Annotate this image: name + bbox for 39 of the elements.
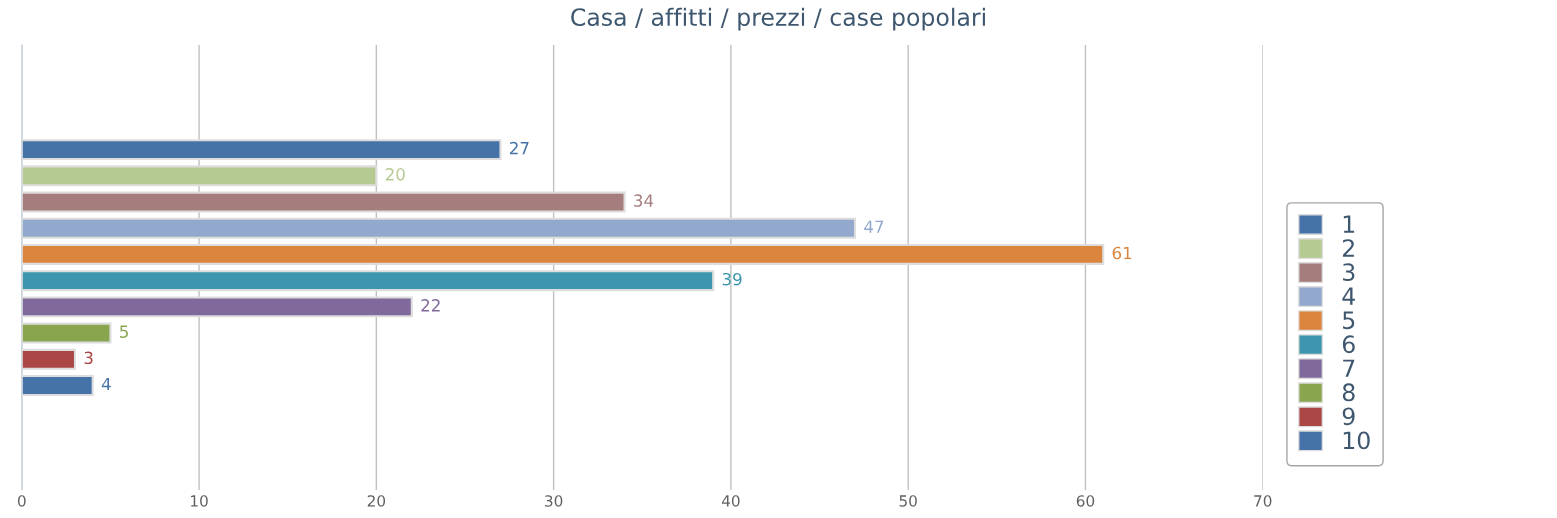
bar (21, 217, 857, 239)
legend-label: 3 (1343, 263, 1355, 282)
data-label: 3 (84, 351, 93, 365)
data-label: 22 (421, 299, 440, 312)
x-tick-label: 30 (545, 495, 563, 507)
data-label: 34 (634, 194, 654, 207)
bar (21, 296, 413, 318)
x-tick-label: 0 (17, 495, 26, 507)
legend-label: 2 (1342, 239, 1354, 257)
data-label: 5 (120, 325, 128, 338)
bar (21, 375, 94, 396)
data-label: 4 (101, 377, 111, 391)
x-tick-label: 10 (191, 495, 208, 507)
legend-label: 10 (1343, 431, 1370, 450)
legend-label: 9 (1342, 407, 1355, 426)
chart-title: Casa / affitti / prezzi / case popolari (571, 7, 985, 31)
bar (21, 322, 112, 344)
data-label: 20 (385, 168, 405, 181)
legend-label: 5 (1343, 311, 1355, 330)
bar (21, 139, 502, 161)
x-tick-label: 40 (721, 495, 740, 507)
bar (21, 243, 1105, 265)
data-label: 47 (864, 220, 884, 233)
legend-label: 4 (1342, 287, 1355, 305)
bar (21, 270, 715, 292)
legend-label: 7 (1343, 359, 1355, 377)
data-label: 27 (510, 141, 529, 155)
legend-label: 6 (1342, 335, 1355, 354)
bar (21, 165, 378, 187)
x-tick-label: 50 (899, 495, 917, 507)
data-label: 61 (1112, 246, 1132, 260)
legend-label: 8 (1342, 383, 1355, 402)
data-label: 39 (722, 272, 742, 286)
x-tick-label: 70 (1254, 495, 1272, 507)
legend-label: 1 (1343, 215, 1355, 233)
x-tick-label: 20 (367, 495, 386, 507)
bar (21, 348, 77, 370)
x-tick-label: 60 (1076, 495, 1095, 507)
bar (21, 191, 626, 213)
